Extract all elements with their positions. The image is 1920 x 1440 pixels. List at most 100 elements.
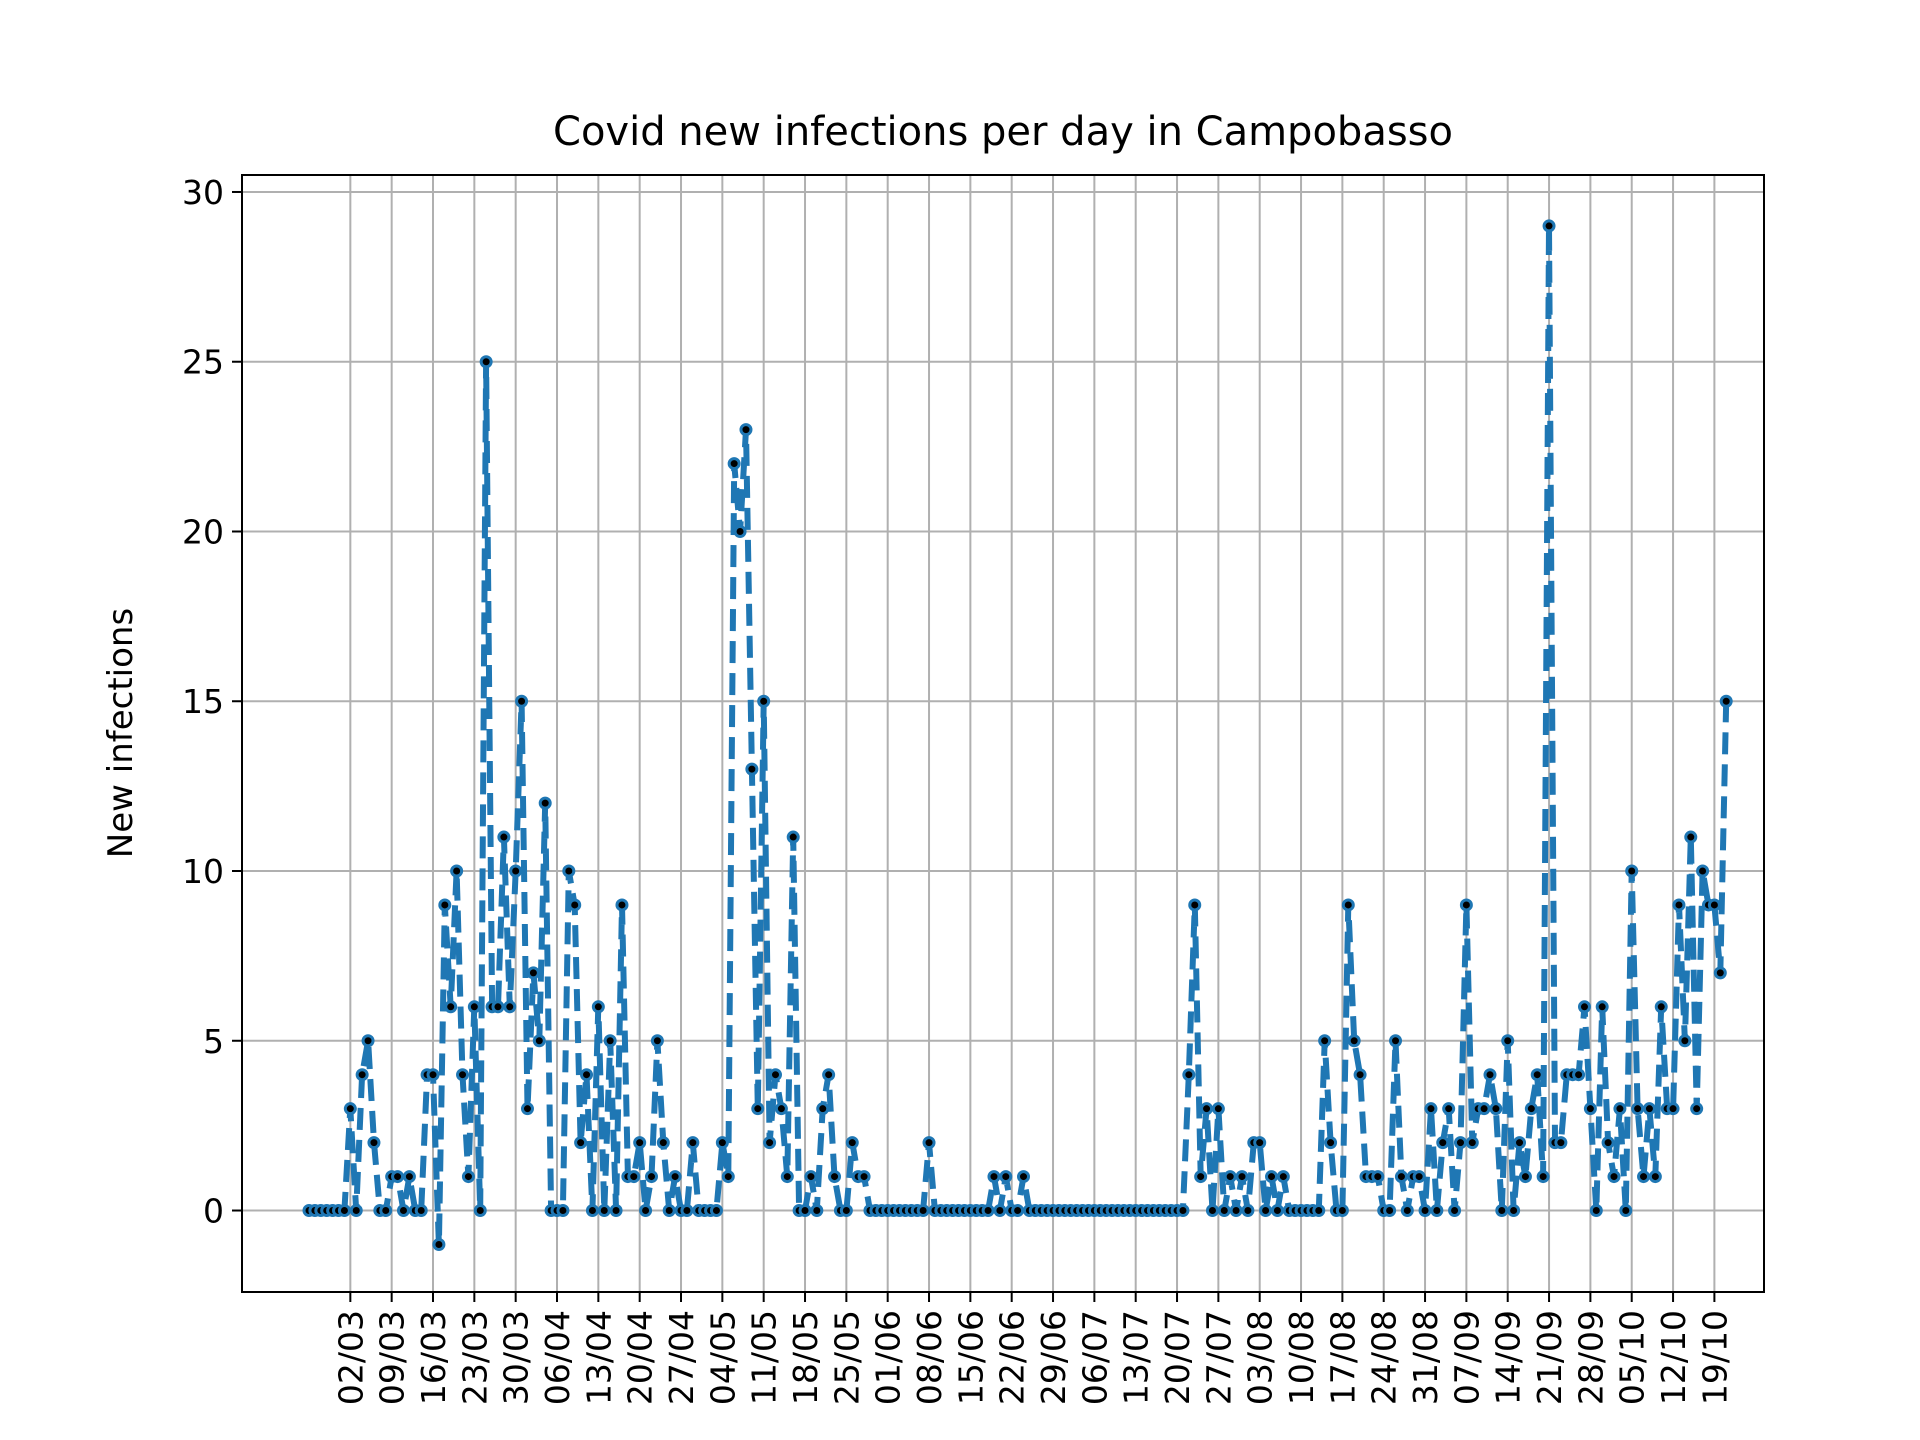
data-point [450, 864, 464, 878]
data-point [1595, 1000, 1609, 1014]
data-point [402, 1170, 416, 1184]
data-point [1601, 1136, 1615, 1150]
data-point [816, 1102, 830, 1116]
x-tick-label: 06/07 [1075, 1310, 1114, 1405]
data-point [1235, 1170, 1249, 1184]
data-point [1495, 1204, 1509, 1218]
data-point [798, 1204, 812, 1218]
data-point [721, 1170, 735, 1184]
data-point [1648, 1170, 1662, 1184]
data-point [1654, 1000, 1668, 1014]
x-tick-label: 09/03 [373, 1310, 412, 1405]
data-point [1211, 1102, 1225, 1116]
data-point [644, 1170, 658, 1184]
data-point [715, 1136, 729, 1150]
x-tick-label: 31/08 [1406, 1310, 1445, 1405]
data-point [1394, 1170, 1408, 1184]
data-point [367, 1136, 381, 1150]
data-point [922, 1136, 936, 1150]
data-point [562, 864, 576, 878]
x-tick-label: 14/09 [1489, 1310, 1528, 1405]
data-point [1265, 1170, 1279, 1184]
data-point [916, 1204, 930, 1218]
data-point [1713, 966, 1727, 980]
x-tick-label: 27/07 [1199, 1310, 1238, 1405]
x-tick-label: 05/10 [1613, 1310, 1652, 1405]
data-point [1229, 1204, 1243, 1218]
data-point [515, 694, 529, 708]
x-tick-label: 20/07 [1158, 1310, 1197, 1405]
data-point [1253, 1136, 1267, 1150]
data-point [727, 457, 741, 471]
data-point [432, 1237, 446, 1251]
y-axis-label: New infections [101, 608, 141, 858]
data-point [467, 1000, 481, 1014]
data-point [615, 898, 629, 912]
data-point [1430, 1204, 1444, 1218]
data-point [1613, 1102, 1627, 1116]
data-point [1542, 219, 1556, 233]
data-point [810, 1204, 824, 1218]
data-point [1513, 1136, 1527, 1150]
data-point [1412, 1170, 1426, 1184]
data-point [1223, 1170, 1237, 1184]
data-point [822, 1068, 836, 1082]
data-point [656, 1136, 670, 1150]
data-point [1530, 1068, 1544, 1082]
x-tick-label: 13/04 [579, 1310, 618, 1405]
data-point [1312, 1204, 1326, 1218]
data-point [1577, 1000, 1591, 1014]
data-point [456, 1068, 470, 1082]
data-point [1418, 1204, 1432, 1218]
y-tick-label: 20 [182, 512, 224, 551]
data-point [1335, 1204, 1349, 1218]
x-tick-label: 23/03 [455, 1310, 494, 1405]
data-point [1389, 1034, 1403, 1048]
data-point [1424, 1102, 1438, 1116]
data-point [426, 1068, 440, 1082]
data-point [391, 1170, 405, 1184]
data-point [580, 1068, 594, 1082]
data-point [1483, 1068, 1497, 1082]
data-point [520, 1102, 534, 1116]
data-point [1477, 1102, 1491, 1116]
series-layer [302, 219, 1733, 1251]
data-point [1501, 1034, 1515, 1048]
data-point [786, 830, 800, 844]
data-point [574, 1136, 588, 1150]
data-point [1642, 1102, 1656, 1116]
data-point [1672, 898, 1686, 912]
data-point [532, 1034, 546, 1048]
data-point [1684, 830, 1698, 844]
y-tick-label: 10 [182, 852, 224, 891]
data-point [1666, 1102, 1680, 1116]
data-point [1318, 1034, 1332, 1048]
y-tick-label: 5 [203, 1022, 224, 1061]
data-point [361, 1034, 375, 1048]
data-point [597, 1204, 611, 1218]
data-point [1217, 1204, 1231, 1218]
data-point [845, 1136, 859, 1150]
data-point [780, 1170, 794, 1184]
data-point [686, 1136, 700, 1150]
data-point [1637, 1170, 1651, 1184]
data-point [828, 1170, 842, 1184]
data-point [473, 1204, 487, 1218]
data-point [1188, 898, 1202, 912]
x-tick-label: 02/03 [331, 1310, 370, 1405]
data-point [857, 1170, 871, 1184]
data-point [1400, 1204, 1414, 1218]
data-point [1011, 1204, 1025, 1218]
data-point [379, 1204, 393, 1218]
data-point [1524, 1102, 1538, 1116]
data-point [603, 1034, 617, 1048]
data-point [662, 1204, 676, 1218]
data-point [509, 864, 523, 878]
data-point [1518, 1170, 1532, 1184]
y-axis: 0 5 10 15 20 25 30 [182, 173, 242, 1231]
x-tick-label: 25/05 [827, 1310, 866, 1405]
data-point [1017, 1170, 1031, 1184]
y-tick-label: 0 [203, 1192, 224, 1231]
data-point [1270, 1204, 1284, 1218]
